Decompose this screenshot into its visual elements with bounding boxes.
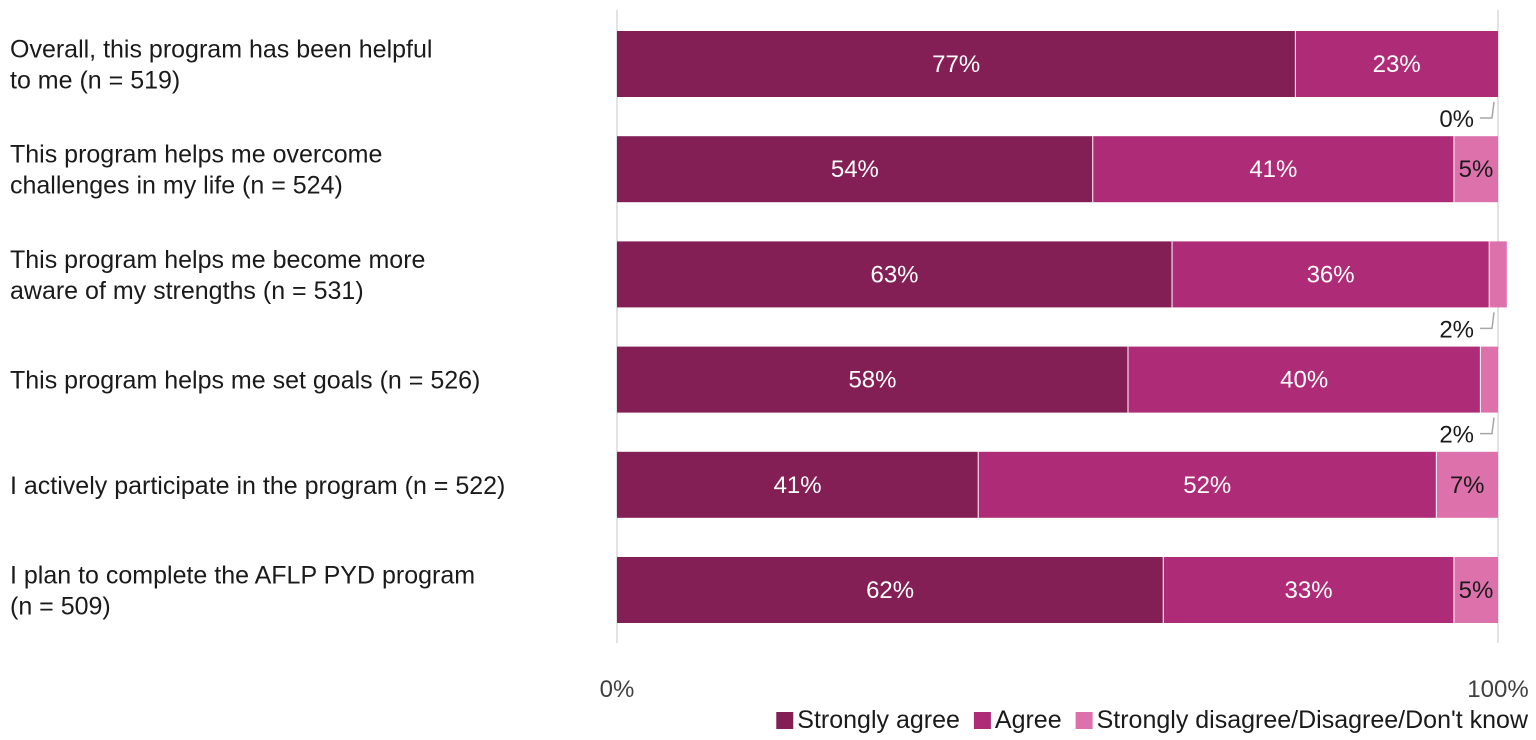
- data-label-callout: 2%: [1439, 316, 1474, 343]
- category-label-line: This program helps me overcome: [10, 141, 382, 169]
- data-label: 63%: [870, 261, 918, 288]
- category-label: Overall, this program has been helpful to…: [10, 36, 432, 95]
- category-label-line: to me (n = 519): [10, 67, 180, 95]
- data-label-callout: 0%: [1439, 106, 1474, 133]
- legend-swatch: [973, 712, 991, 729]
- x-axis-ticks: 0% 100%: [600, 676, 1529, 703]
- bar-segment: [1436, 451, 1498, 518]
- data-label-callout: 2%: [1439, 422, 1474, 449]
- bar-segment: [1295, 31, 1498, 97]
- bar-segment: [1092, 136, 1454, 203]
- x-tick-label: 0%: [600, 676, 635, 703]
- x-tick-label: 100%: [1467, 676, 1528, 703]
- legend-label: Strongly disagree/Disagree/Don't know: [1097, 706, 1529, 734]
- category-labels: Overall, this program has been helpful to…: [10, 36, 505, 621]
- data-label: 54%: [831, 156, 879, 183]
- legend-swatch: [776, 712, 794, 729]
- bar-segment: [1453, 136, 1498, 203]
- legend-label: Strongly agree: [797, 706, 960, 734]
- data-label: 5%: [1459, 577, 1494, 604]
- legend: Strongly agree Agree Strongly disagree/Dis…: [776, 706, 1529, 734]
- data-label: 58%: [848, 367, 896, 394]
- bar-segment: [1163, 557, 1454, 623]
- bar-segment: [1127, 346, 1481, 413]
- bars: 77% 23% 0% 54% 41% 5% 63% 36% 2% 58% 40% 2% 41% 52% 7%…: [617, 31, 1507, 623]
- category-label-line: I actively participate in the program (n…: [10, 472, 505, 500]
- category-label-line: This program helps me set goals (n = 526…: [10, 367, 480, 395]
- callout-leader: [1480, 417, 1495, 435]
- bar-segment: [617, 136, 1093, 203]
- data-label: 23%: [1373, 51, 1421, 78]
- legend-swatch: [1075, 712, 1093, 729]
- data-label: 7%: [1450, 472, 1485, 499]
- callout-leader: [1480, 101, 1495, 119]
- category-label-line: aware of my strengths (n = 531): [10, 277, 364, 305]
- bar-segment: [1453, 557, 1498, 623]
- legend-label: Agree: [995, 706, 1062, 734]
- bar-segment: [617, 451, 979, 518]
- category-label: I actively participate in the program (n…: [10, 472, 505, 500]
- bar-segment: [617, 346, 1128, 413]
- data-label: 40%: [1280, 367, 1328, 394]
- bar-segment: [617, 31, 1296, 97]
- bar-segment: [1480, 346, 1498, 413]
- data-label: 33%: [1285, 577, 1333, 604]
- category-label-line: This program helps me become more: [10, 246, 425, 274]
- bar-segment: [617, 557, 1164, 623]
- data-label: 36%: [1307, 261, 1355, 288]
- data-label: 52%: [1183, 472, 1231, 499]
- category-label-line: Overall, this program has been helpful: [10, 36, 432, 64]
- data-label: 41%: [1249, 156, 1297, 183]
- data-label: 77%: [932, 51, 980, 78]
- category-label-line: challenges in my life (n = 524): [10, 172, 343, 200]
- category-label: I plan to complete the AFLP PYD program (…: [10, 562, 475, 621]
- callout-leader: [1480, 312, 1495, 330]
- data-label: 5%: [1459, 156, 1494, 183]
- bar-segment: [617, 241, 1173, 308]
- data-label: 62%: [866, 577, 914, 604]
- bar-segment: [1172, 241, 1490, 308]
- category-label: This program helps me set goals (n = 526…: [10, 367, 480, 395]
- category-label-line: (n = 509): [10, 593, 111, 621]
- category-label: This program helps me become more aware o…: [10, 246, 425, 305]
- category-label-line: I plan to complete the AFLP PYD program: [10, 562, 475, 590]
- bar-segment: [1489, 241, 1507, 308]
- bar-segment: [978, 451, 1437, 518]
- category-label: This program helps me overcome challenges…: [10, 141, 382, 200]
- data-label: 41%: [774, 472, 822, 499]
